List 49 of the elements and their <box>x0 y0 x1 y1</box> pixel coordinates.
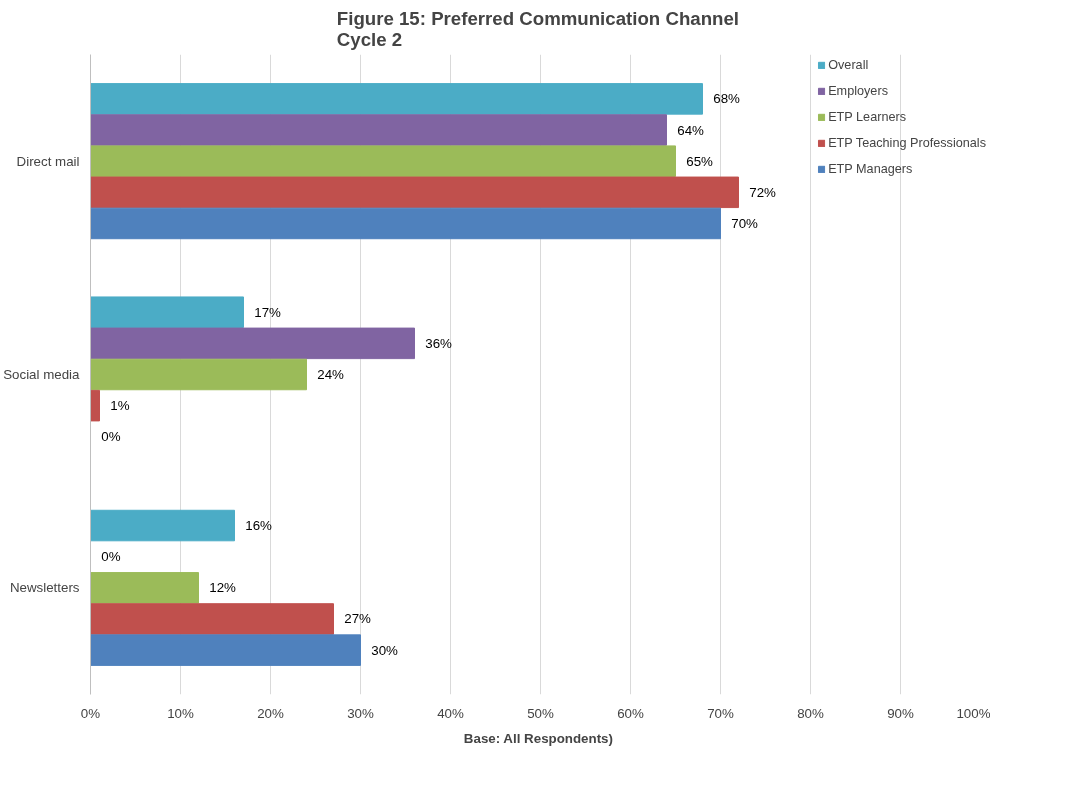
data-label: 0% <box>101 549 121 565</box>
data-label: 36% <box>425 335 453 351</box>
bar <box>90 358 307 391</box>
legend-label: ETP Learners <box>828 110 907 124</box>
text: Base: All Respondents) <box>463 730 613 746</box>
data-label: 65% <box>686 153 714 169</box>
data-label: 30% <box>371 642 399 658</box>
bar <box>90 83 703 115</box>
y-tick-label: Social media <box>3 367 81 382</box>
data-label: 24% <box>317 367 345 382</box>
x-tick-label: 60% <box>617 705 644 721</box>
x-tick-label: 90% <box>887 705 914 721</box>
y-tick-label: Newsletters <box>9 580 80 596</box>
bar <box>90 114 667 146</box>
bar <box>90 509 235 542</box>
legend-label: ETP Teaching Professionals <box>828 136 986 150</box>
bar <box>90 296 244 328</box>
bar <box>90 389 100 422</box>
x-tick-label: 40% <box>437 705 464 721</box>
data-label: 1% <box>110 398 130 414</box>
legend-label: ETP Managers <box>828 162 913 176</box>
bar <box>90 207 721 240</box>
x-tick-label: 70% <box>707 705 734 721</box>
data-label: 64% <box>677 122 705 138</box>
bar <box>90 176 739 209</box>
x-tick-label: 80% <box>797 705 824 721</box>
x-tick-label: 0% <box>80 705 101 721</box>
legend-label: Overall <box>828 58 869 72</box>
x-tick-label: 50% <box>527 705 554 721</box>
x-tick-label: 20% <box>257 705 284 721</box>
x-tick-label: 30% <box>347 705 374 721</box>
data-label: 16% <box>245 518 273 534</box>
x-tick-label: 100% <box>956 705 991 721</box>
chart-title: Figure 15: Preferred Communication Channel Cycle 2 <box>336 7 740 50</box>
bar <box>90 145 676 177</box>
bar <box>90 572 199 604</box>
data-label: 70% <box>731 215 759 231</box>
data-label: 27% <box>344 611 372 627</box>
x-tick-label: 10% <box>167 705 194 721</box>
legend-label: Employers <box>828 84 888 98</box>
data-label: 68% <box>713 91 741 107</box>
bar <box>90 327 415 360</box>
data-label: 0% <box>101 429 121 445</box>
data-label: 72% <box>749 184 777 200</box>
y-tick-label: Direct mail <box>16 153 80 169</box>
bar <box>90 603 334 635</box>
data-label: 17% <box>254 304 282 320</box>
data-label: 12% <box>209 580 237 596</box>
bar <box>90 634 361 666</box>
